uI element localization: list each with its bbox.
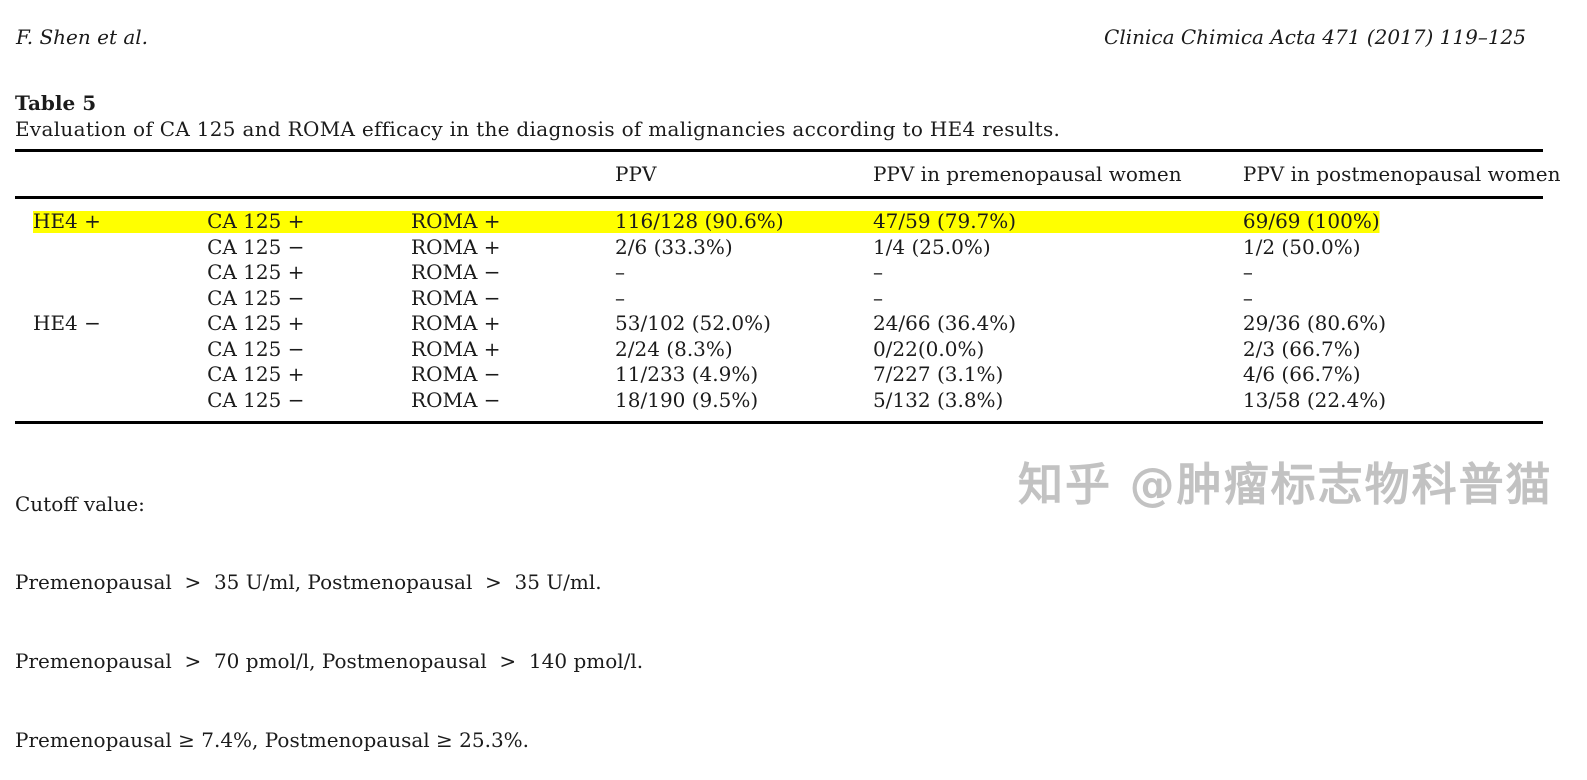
table-cell: 0/22(0.0%) — [872, 336, 985, 361]
table-cell: 47/59 (79.7%) — [872, 209, 1017, 233]
table-cell: CA 125 + — [207, 209, 305, 233]
table-cell: CA 125 + — [207, 260, 305, 284]
table-cell: – — [872, 285, 883, 310]
table-cell: 1/4 (25.0%) — [872, 234, 991, 259]
table-row-highlighted: HE4 + CA 125 + ROMA + 116/128 (90.6%) 47… — [15, 209, 1543, 235]
table-cell: ROMA − — [411, 260, 501, 284]
table-cell: 13/58 (22.4%) — [1242, 387, 1387, 412]
column-header-ppv-postmenopausal: PPV in postmenopausal women — [1242, 162, 1561, 186]
table-cell: ROMA + — [411, 234, 501, 259]
running-head-journal: Clinica Chimica Acta 471 (2017) 119–125 — [1104, 25, 1526, 49]
table-cell — [15, 388, 207, 414]
table-cell: 1/2 (50.0%) — [1242, 234, 1361, 259]
table-row: CA 125 − ROMA + 2/24 (8.3%) 0/22(0.0%) 2… — [15, 337, 1543, 363]
column-header-ppv: PPV — [615, 162, 657, 186]
table-cell: – — [1242, 285, 1253, 310]
running-head: F. Shen et al. Clinica Chimica Acta 471 … — [16, 25, 1526, 49]
table-cell: 53/102 (52.0%) — [615, 311, 771, 335]
table-cell: 2/3 (66.7%) — [1242, 336, 1361, 361]
table-cell: ROMA − — [411, 387, 501, 412]
table-cell: CA 125 + — [207, 362, 305, 386]
table-label: Table 5 — [15, 91, 97, 115]
table-row: CA 125 − ROMA + 2/6 (33.3%) 1/4 (25.0%) … — [15, 235, 1543, 261]
table-cell: CA 125 − — [207, 234, 305, 259]
table-cell: CA 125 − — [207, 285, 305, 310]
footnote-ca125-cutoff: Premenopausal > 35 U/ml, Postmenopausal … — [15, 570, 602, 595]
table-cell — [15, 235, 207, 261]
table-cell: – — [1242, 260, 1253, 284]
table-cell — [15, 286, 207, 312]
table-cell: 11/233 (4.9%) — [615, 362, 759, 386]
table-cell: CA 125 − — [207, 387, 305, 412]
table-cell: 29/36 (80.6%) — [1242, 311, 1387, 335]
table-caption: Evaluation of CA 125 and ROMA efficacy i… — [15, 117, 1061, 141]
table-cell: HE4 − — [33, 311, 101, 335]
table-cell: ROMA − — [411, 285, 501, 310]
table-cell — [15, 337, 207, 363]
table-cell: HE4 + — [33, 209, 101, 233]
table-cell: 7/227 (3.1%) — [872, 362, 1004, 386]
table-cell: 4/6 (66.7%) — [1242, 362, 1361, 386]
table-header-row: PPV PPV in premenopausal women PPV in po… — [15, 149, 1561, 199]
table-cell: 5/132 (3.8%) — [872, 387, 1004, 412]
table-row: CA 125 + ROMA − 11/233 (4.9%) 7/227 (3.1… — [15, 362, 1543, 388]
running-head-authors: F. Shen et al. — [16, 25, 149, 49]
table-cell: 116/128 (90.6%) — [615, 209, 784, 233]
table-cell: CA 125 + — [207, 311, 305, 335]
table-cell: – — [872, 260, 883, 284]
footnote-roma-cutoff: Premenopausal ≥ 7.4%, Postmenopausal ≥ 2… — [15, 728, 530, 753]
table-cell: CA 125 − — [207, 336, 305, 361]
table-cell: – — [615, 285, 626, 310]
table-cell — [15, 260, 207, 286]
footnote-he4-cutoff: Premenopausal > 70 pmol/l, Postmenopausa… — [15, 649, 644, 674]
column-header-ppv-premenopausal: PPV in premenopausal women — [872, 162, 1182, 186]
table-cell — [15, 362, 207, 388]
table-row: CA 125 − ROMA − – – – — [15, 286, 1543, 312]
table-row: CA 125 + ROMA − – – – — [15, 260, 1543, 286]
table-footnotes: Cutoff value: Premenopausal > 35 U/ml, P… — [15, 438, 643, 780]
table-cell: 18/190 (9.5%) — [615, 387, 759, 412]
table-cell: – — [615, 260, 626, 284]
table-body: HE4 + CA 125 + ROMA + 116/128 (90.6%) 47… — [15, 199, 1543, 424]
table-cell: ROMA − — [411, 362, 501, 386]
footnote-cutoff-title: Cutoff value: — [15, 491, 145, 516]
table-cell: 2/24 (8.3%) — [615, 336, 733, 361]
table-cell: ROMA + — [411, 209, 501, 233]
results-table: PPV PPV in premenopausal women PPV in po… — [15, 149, 1561, 424]
table-cell: 2/6 (33.3%) — [615, 234, 733, 259]
table-cell: 69/69 (100%) — [1242, 209, 1380, 233]
table-row: CA 125 − ROMA − 18/190 (9.5%) 5/132 (3.8… — [15, 388, 1543, 414]
table-row: HE4 − CA 125 + ROMA + 53/102 (52.0%) 24/… — [15, 311, 1543, 337]
zhihu-watermark: 知乎 @肿瘤标志物科普猫 — [1018, 458, 1553, 511]
table-cell: ROMA + — [411, 311, 501, 335]
table-cell: 24/66 (36.4%) — [872, 311, 1017, 335]
table-cell: ROMA + — [411, 336, 501, 361]
